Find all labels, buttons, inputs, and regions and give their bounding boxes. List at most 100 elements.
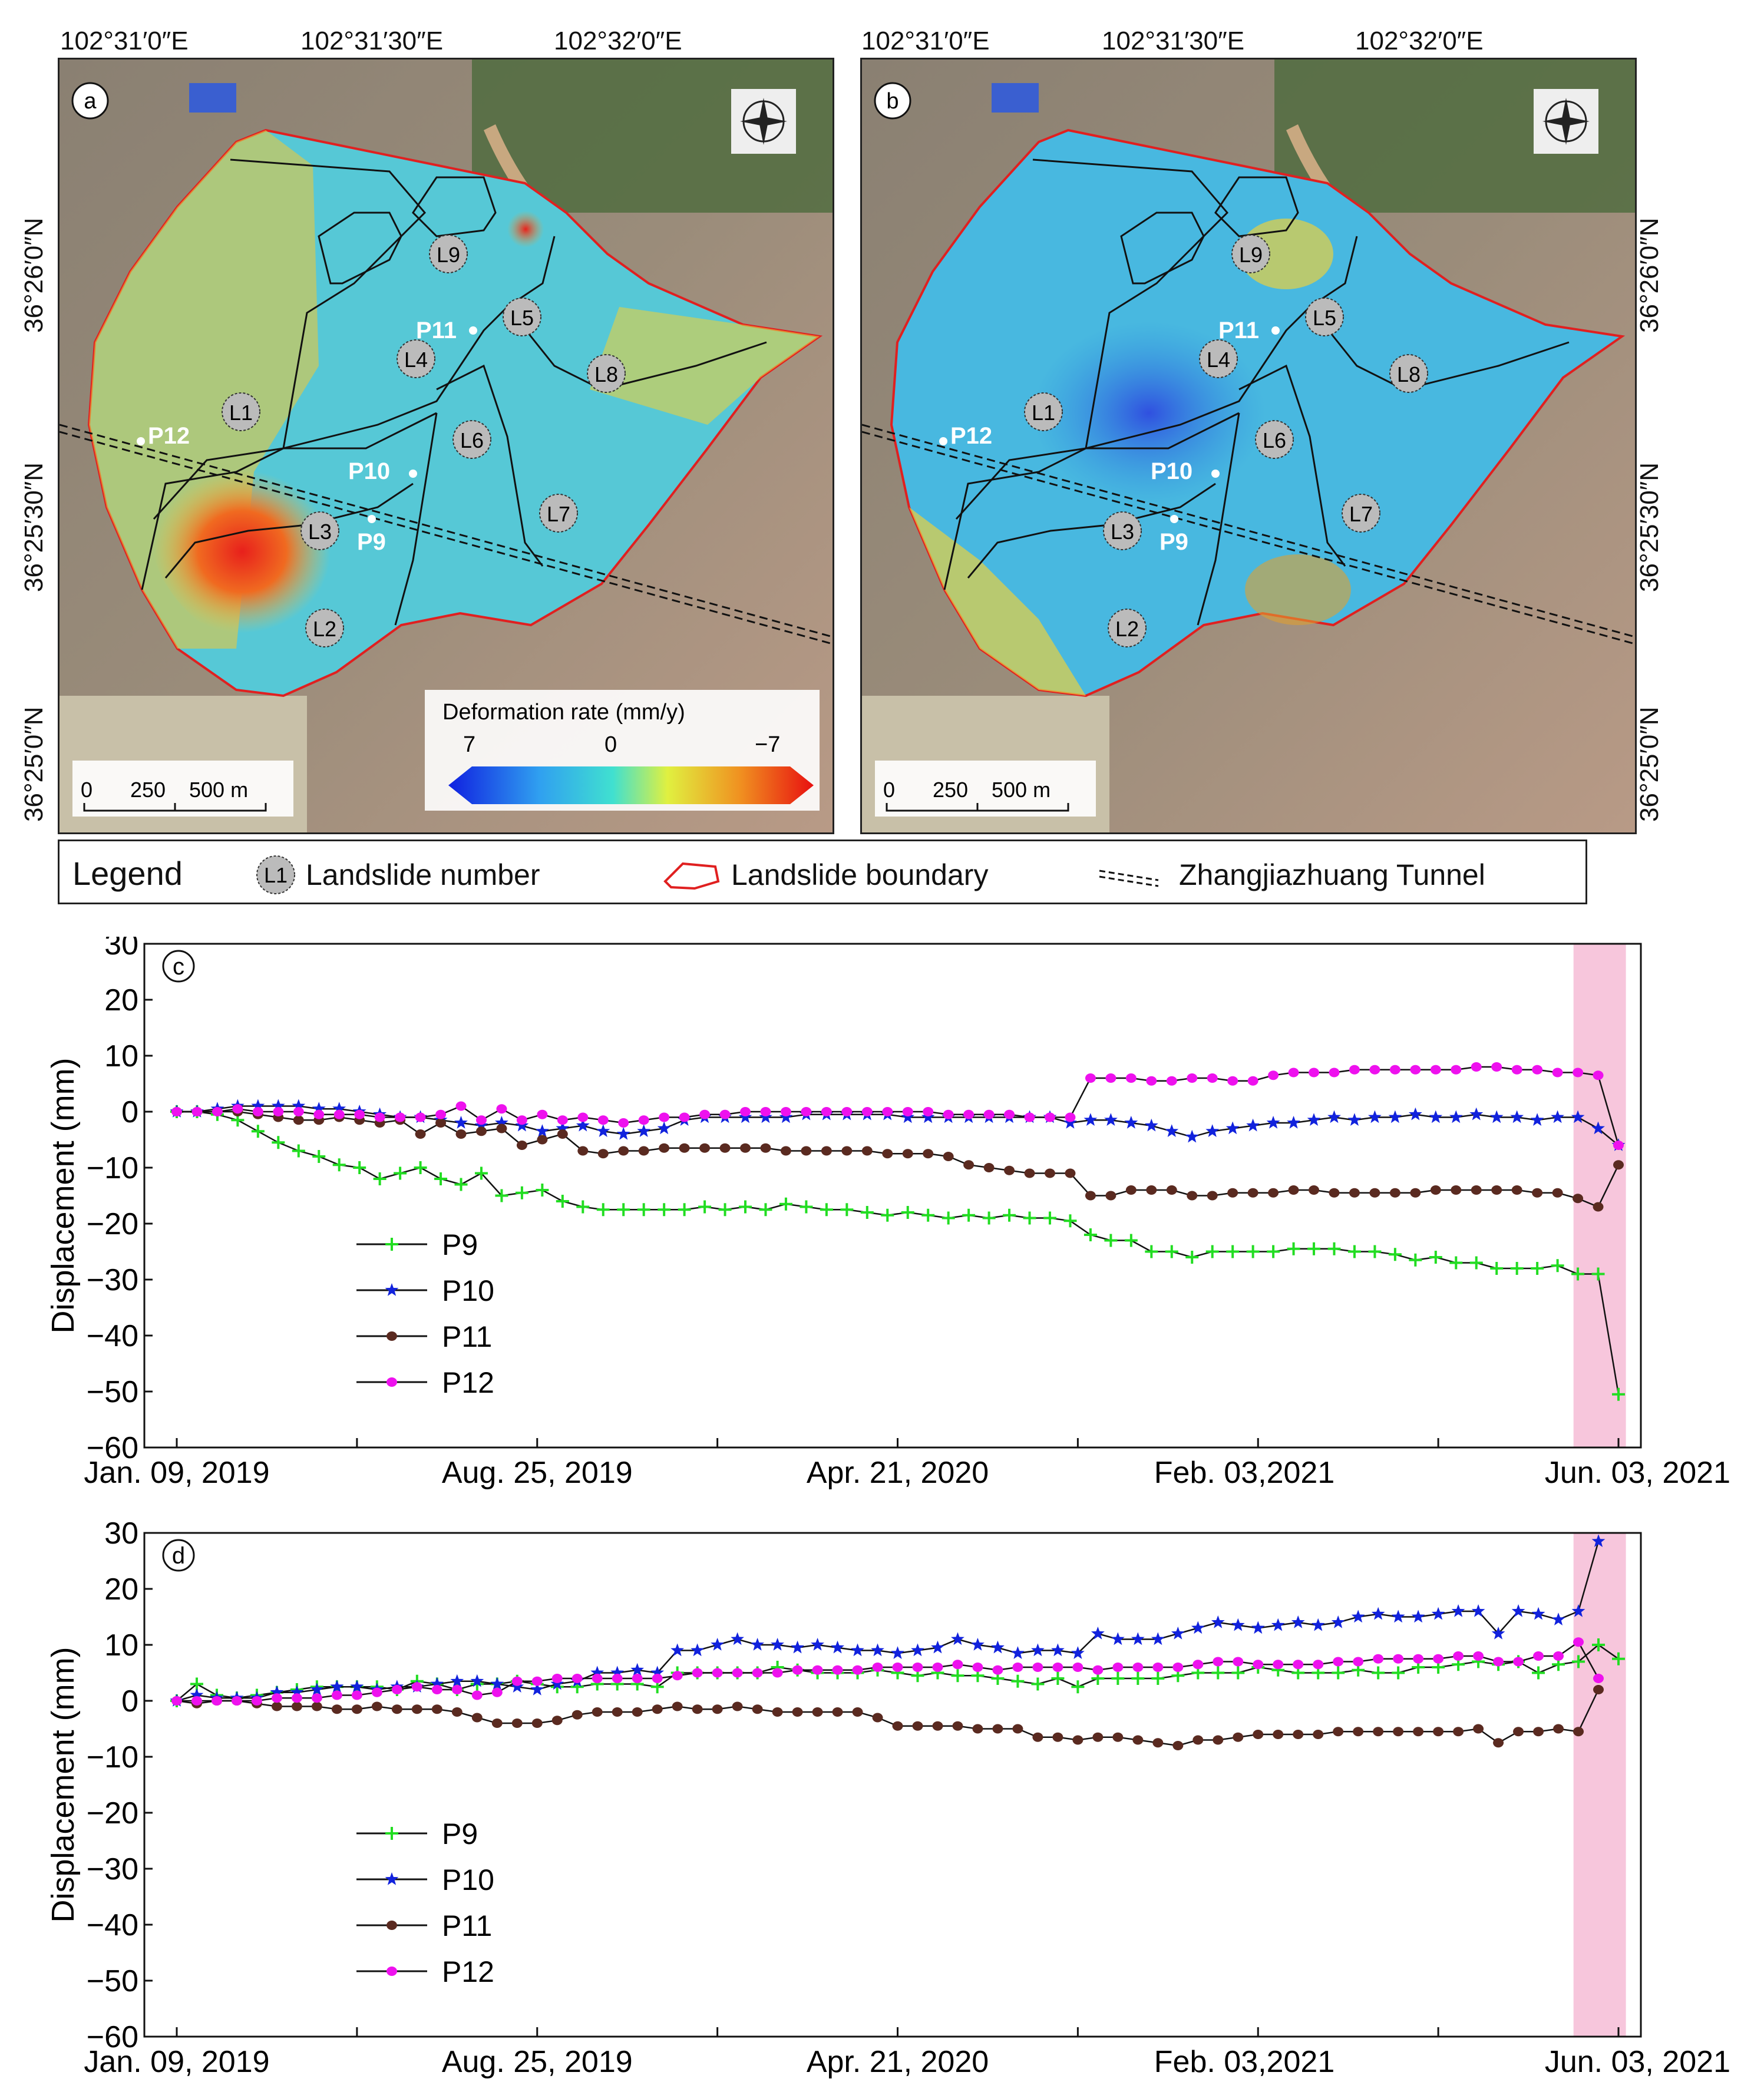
data-point-p11 bbox=[1329, 1188, 1340, 1198]
data-point-p11 bbox=[892, 1721, 903, 1731]
data-point-p10 bbox=[450, 1674, 464, 1687]
data-point-p12 bbox=[1044, 1112, 1055, 1122]
data-point-p11 bbox=[1393, 1727, 1404, 1737]
data-point-p11 bbox=[291, 1701, 302, 1711]
label-l4b: L4 bbox=[1199, 339, 1238, 378]
data-point-p9 bbox=[1612, 1387, 1625, 1401]
coord-lon-3: 102°32′0″E bbox=[554, 27, 682, 55]
legend-marker bbox=[387, 1967, 397, 1976]
data-point-p10 bbox=[556, 1121, 570, 1135]
data-point-p12 bbox=[496, 1104, 507, 1114]
y-tick-label: 20 bbox=[104, 1572, 138, 1607]
data-point-p11 bbox=[912, 1721, 923, 1731]
data-point-p9 bbox=[718, 1203, 732, 1217]
data-point-p10 bbox=[1225, 1121, 1240, 1135]
data-point-p11 bbox=[652, 1704, 663, 1714]
data-point-p12 bbox=[557, 1115, 568, 1125]
data-point-p12 bbox=[801, 1107, 812, 1116]
data-point-p11 bbox=[1032, 1732, 1043, 1742]
data-point-p10 bbox=[1307, 1113, 1321, 1126]
data-point-p9 bbox=[1151, 1672, 1165, 1685]
data-point-p10 bbox=[1091, 1627, 1105, 1640]
data-point-p9 bbox=[1429, 1251, 1442, 1264]
label-l1b: L1 bbox=[1024, 392, 1063, 431]
data-point-p10 bbox=[1311, 1618, 1325, 1631]
data-point-p10 bbox=[630, 1663, 645, 1676]
y-tick-label: 0 bbox=[121, 1684, 138, 1718]
data-point-p9 bbox=[1572, 1655, 1585, 1668]
building-blue-b bbox=[992, 83, 1039, 113]
landslide-outlines-b bbox=[943, 158, 1570, 626]
data-point-p10 bbox=[1591, 1121, 1605, 1135]
data-point-p9 bbox=[1131, 1672, 1145, 1685]
data-point-p11 bbox=[311, 1701, 322, 1711]
data-point-p12 bbox=[411, 1682, 422, 1692]
data-point-p11 bbox=[699, 1143, 711, 1153]
svg-text:0: 0 bbox=[883, 778, 895, 802]
point-p12b-dot bbox=[939, 437, 947, 445]
svg-text:L6: L6 bbox=[460, 428, 484, 452]
data-point-p10 bbox=[596, 1124, 610, 1137]
data-point-p12 bbox=[1172, 1663, 1184, 1672]
data-point-p9 bbox=[1531, 1262, 1544, 1275]
svg-text:b: b bbox=[886, 89, 898, 114]
data-point-p12 bbox=[1349, 1065, 1360, 1075]
data-point-p9 bbox=[951, 1669, 964, 1683]
data-point-p12 bbox=[354, 1109, 365, 1119]
legend-title: Legend bbox=[72, 855, 183, 892]
data-point-p10 bbox=[1510, 1110, 1524, 1123]
plot-frame bbox=[143, 1532, 1642, 2038]
data-point-p10 bbox=[1451, 1604, 1465, 1617]
data-point-p10 bbox=[851, 1643, 864, 1657]
data-point-p9 bbox=[515, 1186, 528, 1199]
x-tick-label: Jun. 03, 2021 bbox=[1545, 2045, 1730, 2079]
highlight-band bbox=[1573, 1533, 1626, 2037]
data-point-p12 bbox=[972, 1663, 983, 1672]
data-point-p12 bbox=[1065, 1112, 1076, 1122]
data-point-p9 bbox=[454, 1178, 468, 1191]
landslide-labels-b: L1 L2 L3 L4 L5 L6 L7 L8 L9 bbox=[1024, 234, 1428, 647]
data-point-p10 bbox=[515, 1118, 529, 1132]
data-point-p12 bbox=[431, 1685, 442, 1694]
data-point-p10 bbox=[1246, 1118, 1260, 1132]
data-point-p10 bbox=[1205, 1124, 1220, 1137]
data-point-p9 bbox=[820, 1203, 833, 1217]
data-point-p10 bbox=[495, 1116, 508, 1129]
y-tick-label: −50 bbox=[87, 1964, 138, 1998]
svg-text:0: 0 bbox=[604, 732, 617, 757]
data-point-p12 bbox=[1353, 1657, 1364, 1667]
data-point-p9 bbox=[1111, 1672, 1125, 1685]
svg-text:500 m: 500 m bbox=[189, 778, 248, 802]
data-point-p12 bbox=[415, 1112, 426, 1122]
data-point-p11 bbox=[1373, 1727, 1384, 1737]
svg-text:L2: L2 bbox=[313, 617, 336, 641]
data-point-p9 bbox=[1051, 1672, 1065, 1685]
chart-d: 30 20 10 0 −10 −20 −30 −40 −50 −60 Displacement (m… bbox=[0, 1508, 1764, 2089]
data-point-p11 bbox=[852, 1707, 863, 1717]
data-point-p9 bbox=[1226, 1245, 1240, 1258]
deform-yellow-west bbox=[89, 130, 319, 649]
data-point-p10 bbox=[670, 1643, 685, 1657]
data-point-p12 bbox=[1146, 1076, 1157, 1086]
data-point-p12 bbox=[232, 1104, 243, 1114]
data-point-p12 bbox=[475, 1115, 487, 1125]
data-point-p9 bbox=[658, 1203, 671, 1217]
svg-text:L1: L1 bbox=[1032, 401, 1055, 425]
deform-yellow-east bbox=[590, 307, 820, 425]
data-point-p11 bbox=[792, 1707, 803, 1717]
panel-b-label: b bbox=[874, 82, 911, 120]
data-point-p10 bbox=[310, 1683, 324, 1696]
data-point-p11 bbox=[1132, 1735, 1144, 1745]
data-point-p10 bbox=[1231, 1618, 1245, 1631]
point-p11b-dot bbox=[1271, 326, 1280, 335]
data-point-p12 bbox=[1024, 1112, 1035, 1122]
data-point-p12 bbox=[592, 1674, 603, 1683]
data-point-p10 bbox=[759, 1110, 772, 1123]
data-point-p12 bbox=[391, 1685, 402, 1694]
data-point-p12 bbox=[1105, 1073, 1116, 1083]
data-point-p10 bbox=[637, 1124, 651, 1137]
data-point-p10 bbox=[1111, 1632, 1125, 1645]
data-point-p10 bbox=[901, 1110, 915, 1123]
data-point-p12 bbox=[231, 1696, 242, 1706]
data-point-p11 bbox=[592, 1707, 603, 1717]
